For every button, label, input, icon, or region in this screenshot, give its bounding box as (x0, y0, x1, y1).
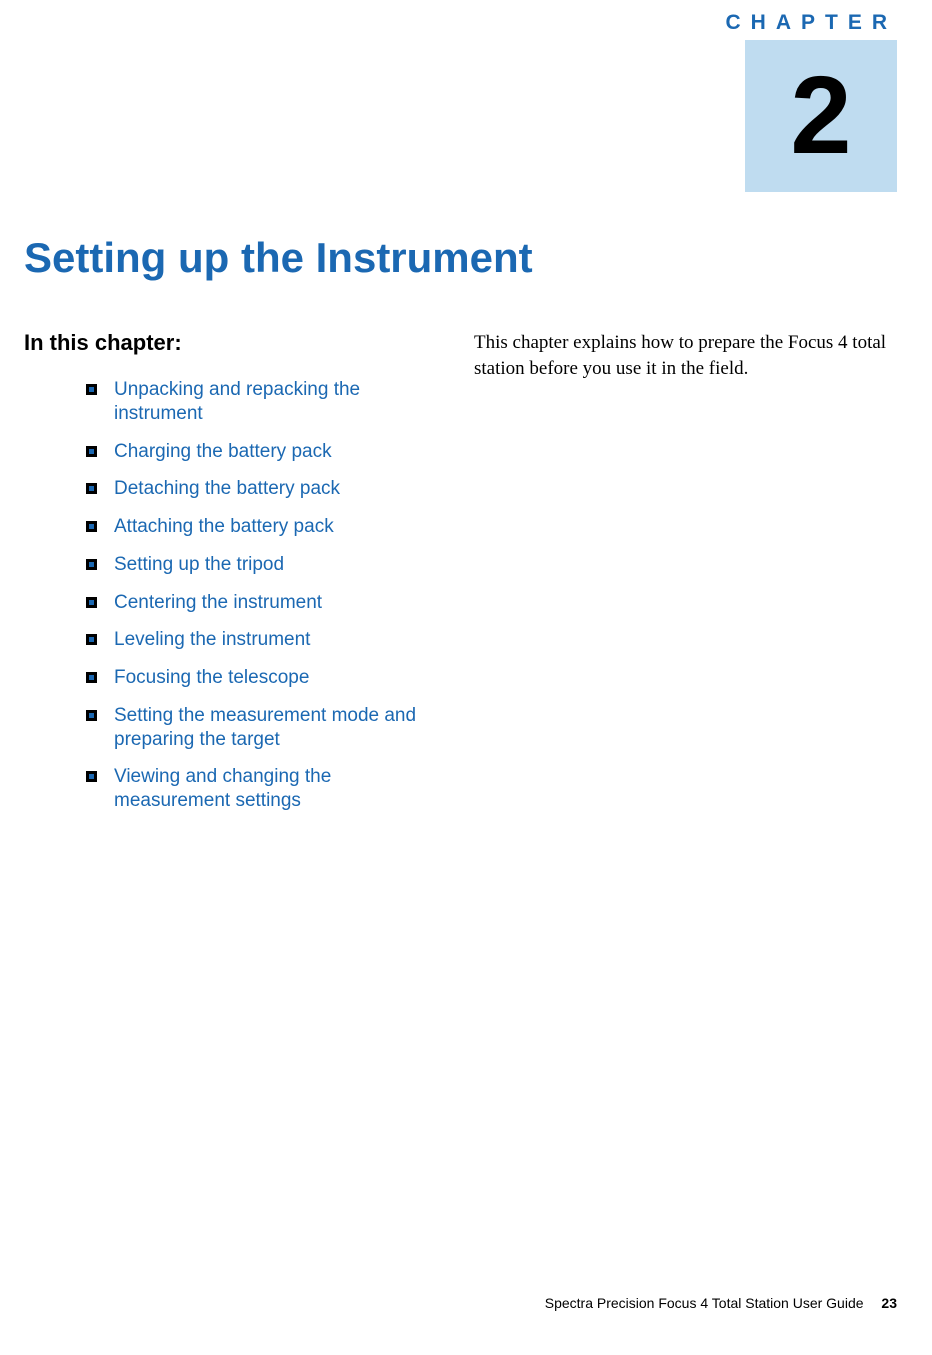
toc-item[interactable]: Detaching the battery pack (86, 477, 434, 501)
toc-item[interactable]: Setting up the tripod (86, 553, 434, 577)
chapter-title: Setting up the Instrument (24, 234, 533, 282)
chapter-label: CHAPTER (725, 11, 897, 35)
toc-item[interactable]: Setting the measurement mode and prepari… (86, 704, 434, 752)
bullet-icon (86, 483, 97, 494)
toc-item-label: Attaching the battery pack (114, 516, 334, 537)
toc-item-label: Unpacking and repacking the instrument (114, 379, 360, 424)
toc-item-label: Charging the battery pack (114, 441, 332, 462)
chapter-toc: Unpacking and repacking the instrument C… (24, 378, 434, 813)
toc-item-label: Viewing and changing the measurement set… (114, 766, 331, 811)
bullet-icon (86, 672, 97, 683)
bullet-icon (86, 634, 97, 645)
toc-item[interactable]: Centering the instrument (86, 591, 434, 615)
bullet-icon (86, 521, 97, 532)
bullet-icon (86, 446, 97, 457)
toc-item[interactable]: Leveling the instrument (86, 628, 434, 652)
toc-item-label: Setting the measurement mode and prepari… (114, 705, 416, 750)
toc-item[interactable]: Viewing and changing the measurement set… (86, 765, 434, 813)
chapter-number-box: 2 (745, 40, 897, 192)
bullet-icon (86, 597, 97, 608)
toc-item-label: Centering the instrument (114, 592, 322, 613)
body-column: This chapter explains how to prepare the… (474, 330, 897, 827)
toc-item-label: Detaching the battery pack (114, 478, 340, 499)
toc-item[interactable]: Attaching the battery pack (86, 515, 434, 539)
bullet-icon (86, 384, 97, 395)
footer-guide-name: Spectra Precision Focus 4 Total Station … (545, 1295, 864, 1311)
toc-column: In this chapter: Unpacking and repacking… (24, 330, 434, 827)
body-paragraph: This chapter explains how to prepare the… (474, 330, 897, 381)
bullet-icon (86, 771, 97, 782)
bullet-icon (86, 710, 97, 721)
toc-item-label: Leveling the instrument (114, 629, 310, 650)
chapter-number: 2 (790, 61, 851, 171)
toc-item[interactable]: Focusing the telescope (86, 666, 434, 690)
toc-item[interactable]: Charging the battery pack (86, 440, 434, 464)
toc-item-label: Setting up the tripod (114, 554, 284, 575)
toc-item[interactable]: Unpacking and repacking the instrument (86, 378, 434, 426)
toc-item-label: Focusing the telescope (114, 667, 309, 688)
page-footer: Spectra Precision Focus 4 Total Station … (545, 1295, 897, 1311)
bullet-icon (86, 559, 97, 570)
toc-heading: In this chapter: (24, 330, 434, 356)
footer-page-number: 23 (881, 1295, 897, 1311)
